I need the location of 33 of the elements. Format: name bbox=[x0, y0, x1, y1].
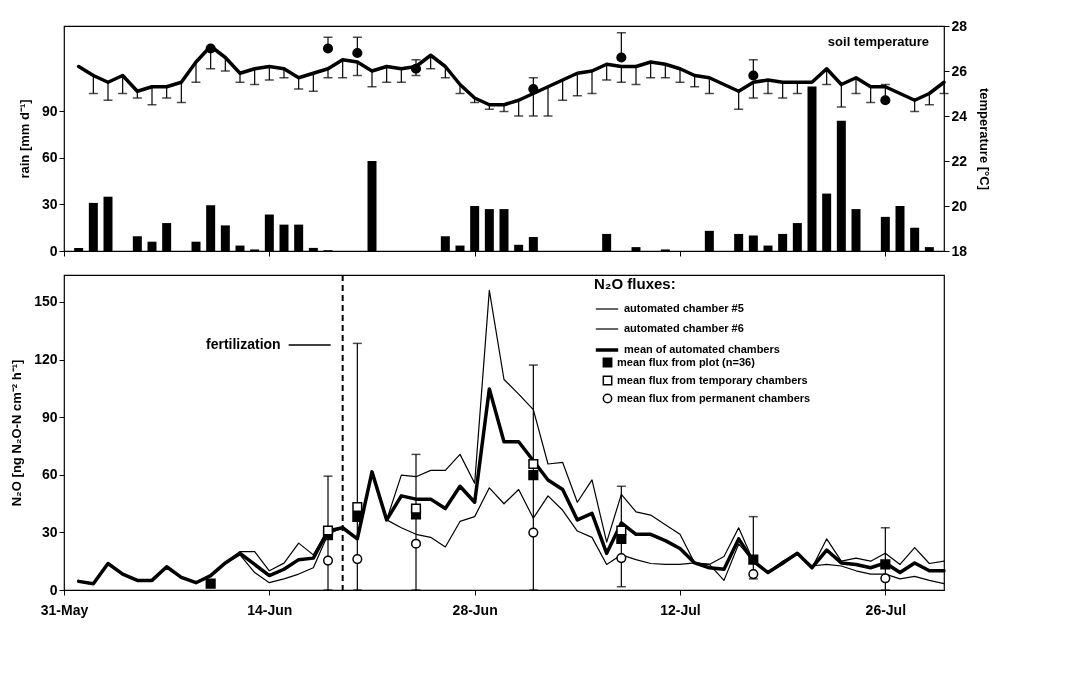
legend-label: mean of automated chambers bbox=[624, 343, 780, 355]
legend-label: mean flux from permanent chambers bbox=[617, 391, 811, 404]
y-tick-label: 90 bbox=[41, 102, 58, 119]
y-tick-label: 0 bbox=[49, 581, 58, 598]
x-tick-label: 26-Jul bbox=[865, 601, 907, 618]
y2-tick-label: 24 bbox=[951, 107, 968, 124]
legend-label: automated chamber #5 bbox=[624, 302, 744, 314]
x-tick-label: 12-Jul bbox=[660, 601, 701, 618]
y-tick-label: 60 bbox=[41, 466, 58, 483]
y-tick-label: 30 bbox=[41, 523, 58, 540]
y2-tick-label: 18 bbox=[951, 242, 968, 259]
x-tick-label: 31-May bbox=[40, 601, 89, 618]
y-tick-label: 0 bbox=[49, 242, 58, 259]
x-tick-label: 14-Jun bbox=[247, 601, 293, 618]
y2-tick-label: 28 bbox=[951, 17, 968, 34]
x-tick-label: 28-Jun bbox=[452, 601, 498, 618]
legend-label: mean flux from temporary chambers bbox=[617, 373, 808, 386]
y-tick-label: 90 bbox=[41, 408, 58, 425]
y-tick-label: 120 bbox=[34, 351, 58, 368]
y2-tick-label: 20 bbox=[951, 197, 968, 214]
legend-label: automated chamber #6 bbox=[624, 322, 744, 334]
y-axis-title: N₂O [ng N₂O-N cm⁻² h⁻¹] bbox=[9, 359, 25, 507]
y-tick-label: 60 bbox=[41, 149, 58, 166]
legend-title: N₂O fluxes: bbox=[594, 275, 676, 292]
annotation: fertilization bbox=[205, 336, 281, 352]
y-tick-label: 30 bbox=[41, 195, 58, 212]
y-axis-title: rain [mm d⁻¹] bbox=[16, 99, 32, 179]
y-tick-label: 150 bbox=[34, 293, 58, 310]
legend-label: mean flux from plot (n=36) bbox=[617, 355, 756, 368]
y2-axis-title: temperature [°C] bbox=[977, 88, 993, 190]
y2-tick-label: 22 bbox=[951, 152, 968, 169]
series-label: soil temperature bbox=[827, 34, 929, 49]
y2-tick-label: 26 bbox=[951, 62, 968, 79]
